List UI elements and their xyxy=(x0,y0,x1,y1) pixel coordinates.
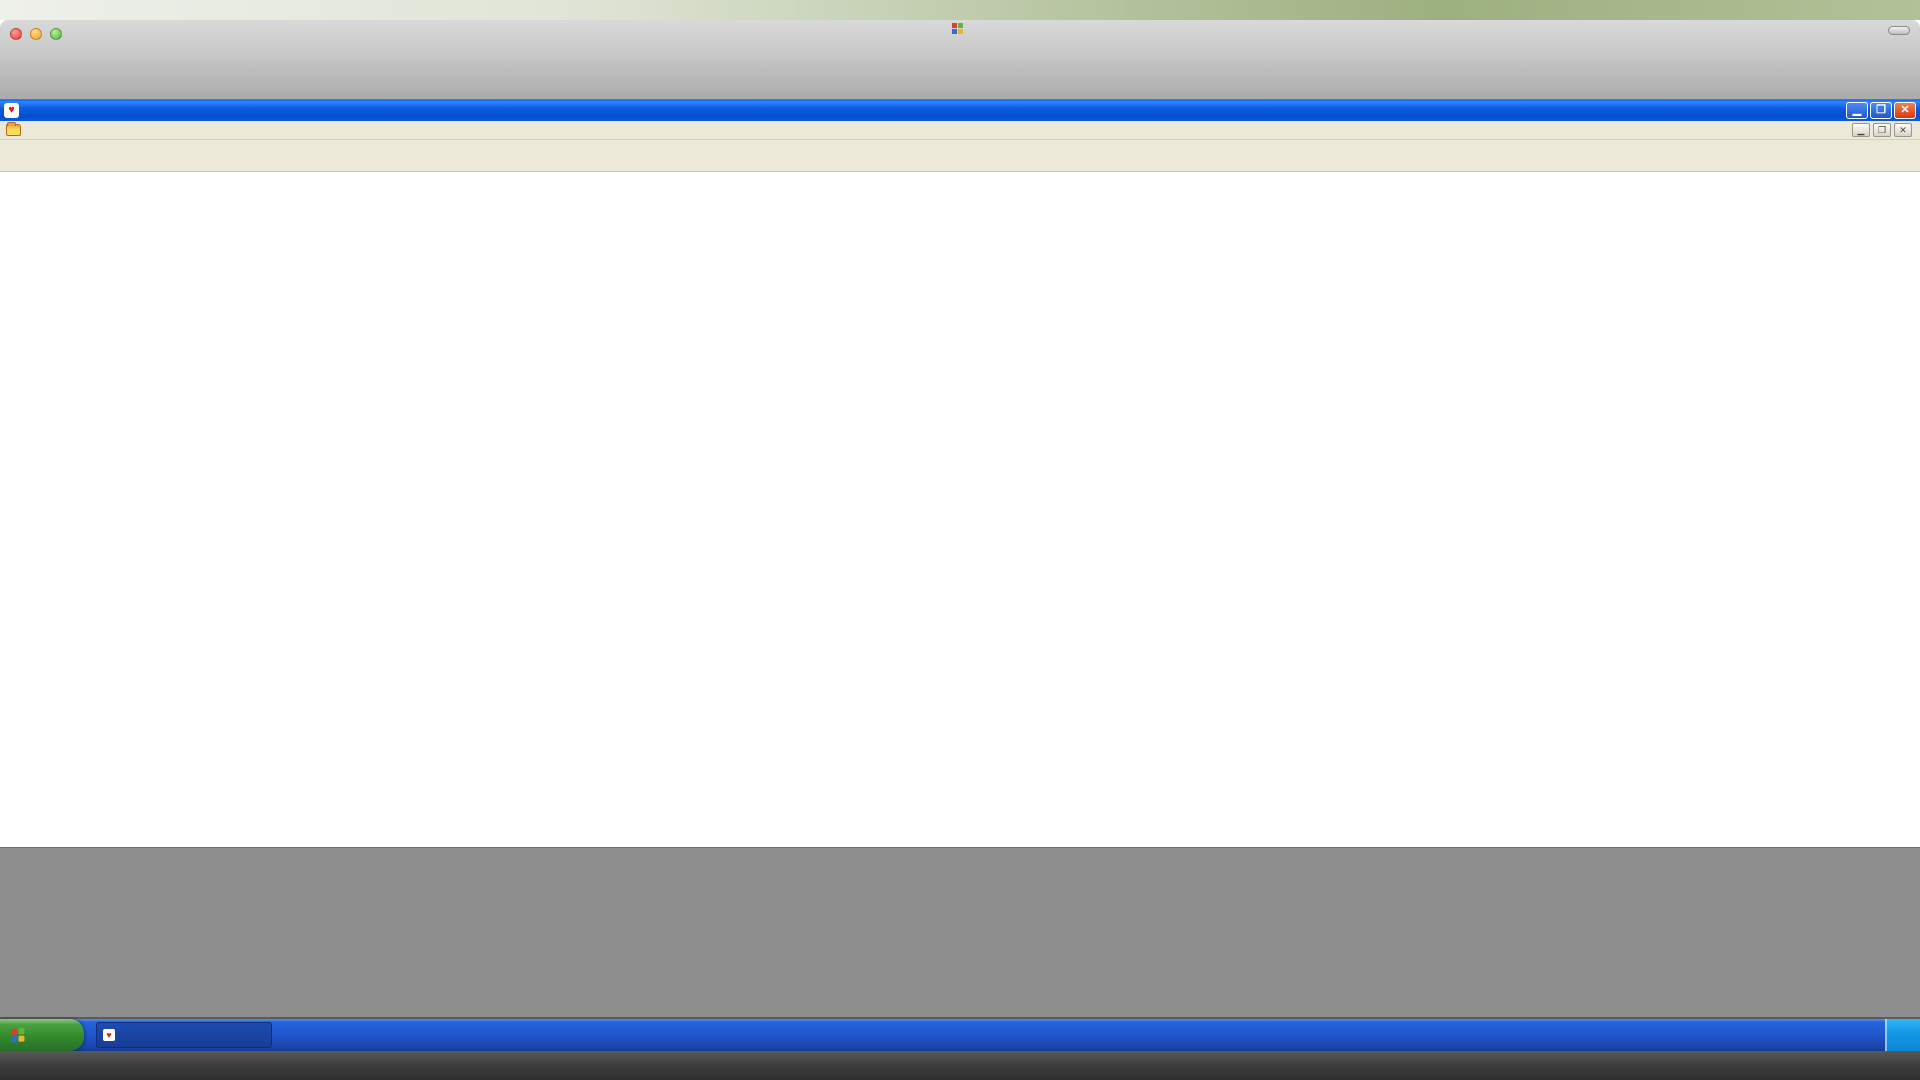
exercise-info-table xyxy=(0,847,1920,1019)
child-restore-button[interactable]: ❐ xyxy=(1873,123,1891,137)
start-flag-icon xyxy=(11,1028,25,1043)
taskbar-task-polar-protrainer[interactable]: ♥ xyxy=(96,1022,272,1048)
zoom-window-button[interactable] xyxy=(50,28,62,40)
document-icon xyxy=(6,122,21,136)
xp-taskbar: ♥ xyxy=(0,1019,1920,1051)
close-button[interactable]: ✕ xyxy=(1894,102,1916,119)
mac-message-bar xyxy=(0,1051,1920,1080)
curve-chart-panel xyxy=(0,172,1920,732)
restore-button[interactable]: ❐ xyxy=(1870,102,1892,119)
windows-flag-icon xyxy=(952,23,963,34)
minimize-button[interactable]: ▁ xyxy=(1846,102,1868,119)
close-window-button[interactable] xyxy=(10,28,22,40)
mac-menubar xyxy=(0,0,1920,20)
system-tray xyxy=(1885,1019,1920,1051)
polar-heart-icon: ♥ xyxy=(103,1029,115,1041)
child-close-button[interactable]: ✕ xyxy=(1894,123,1912,137)
minimize-window-button[interactable] xyxy=(30,28,42,40)
details-panel xyxy=(0,732,1920,847)
vmware-toolbar xyxy=(0,20,1920,100)
xp-titlebar: ♥ ▁ ❐ ✕ xyxy=(0,100,1920,121)
child-minimize-button[interactable]: ▁ xyxy=(1852,123,1870,137)
start-button[interactable] xyxy=(0,1019,84,1051)
xp-toolbar xyxy=(0,140,1920,172)
polar-heart-icon: ♥ xyxy=(4,103,19,118)
vm-window-title xyxy=(0,23,1920,34)
toolbar-toggle-pill[interactable] xyxy=(1888,26,1910,35)
xp-menubar: ▁ ❐ ✕ xyxy=(0,121,1920,140)
window-controls xyxy=(10,28,62,40)
